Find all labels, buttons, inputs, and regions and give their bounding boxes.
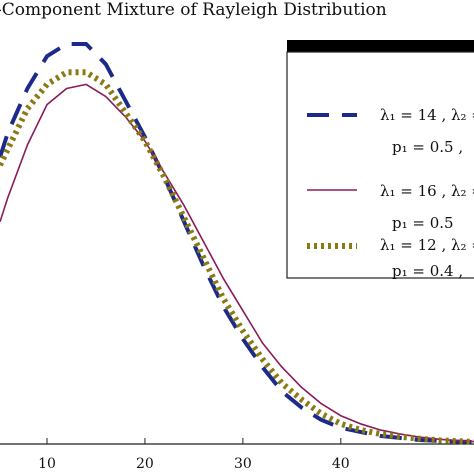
series-line-1 xyxy=(0,42,474,444)
legend-shadow xyxy=(287,40,474,52)
series-line-3 xyxy=(0,69,474,445)
legend-label-3b: p₁ = 0.4 , xyxy=(392,262,463,280)
plot-area: 10 20 30 40 xyxy=(0,42,474,472)
x-tick-label: 10 xyxy=(38,456,56,472)
x-tick-label: 20 xyxy=(136,456,154,472)
series-line-2 xyxy=(0,83,474,443)
legend-label-1b: p₁ = 0.5 , xyxy=(392,138,463,156)
legend-label-3a: λ₁ = 12 , λ₂ = xyxy=(380,236,474,254)
legend-box xyxy=(286,51,474,279)
chart-title: -Component Mixture of Rayleigh Distribut… xyxy=(0,0,387,20)
x-ticks: 10 20 30 40 xyxy=(38,438,350,472)
legend-label-2b: p₁ = 0.5 xyxy=(392,214,454,232)
legend-label-1a: λ₁ = 14 , λ₂ = xyxy=(380,106,474,124)
legend: λ₁ = 14 , λ₂ = p₁ = 0.5 , λ₁ = 16 , λ₂ =… xyxy=(286,40,474,280)
series-lines xyxy=(0,42,474,445)
x-tick-label: 30 xyxy=(234,456,252,472)
legend-label-2a: λ₁ = 16 , λ₂ = xyxy=(380,182,474,200)
x-tick-label: 40 xyxy=(332,456,350,472)
